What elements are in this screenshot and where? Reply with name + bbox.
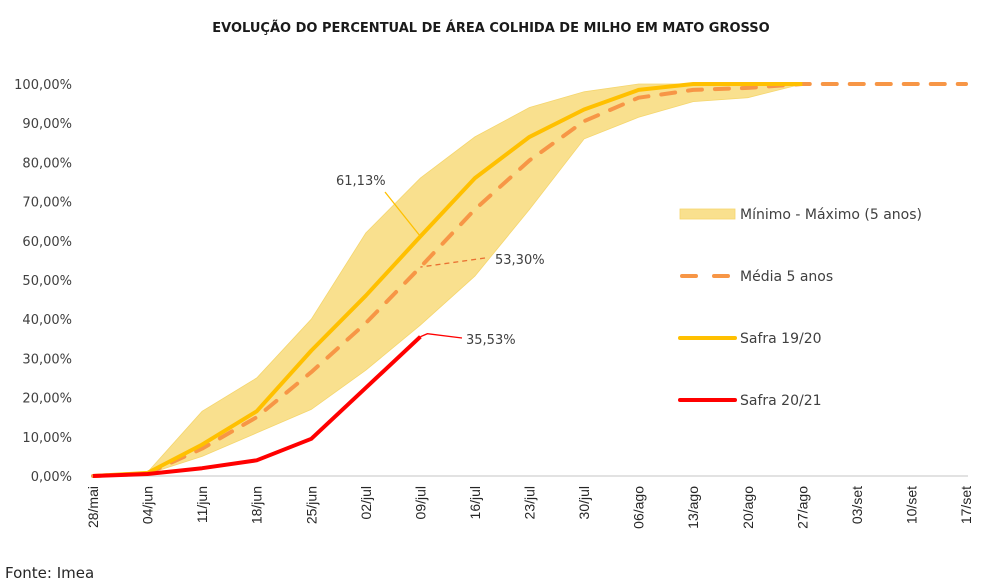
series-lines-layer	[91, 82, 968, 478]
min-max-band	[92, 83, 803, 477]
data-label-leader	[384, 191, 421, 237]
y-tick-label: 90,00%	[22, 117, 72, 132]
x-tick-label: 13/ago	[685, 486, 701, 529]
data-label-leader	[420, 257, 486, 268]
legend-label: Média 5 anos	[740, 269, 833, 285]
y-tick-label: 60,00%	[22, 235, 72, 250]
data-label-leader	[420, 333, 463, 339]
x-tick-label: 30/jul	[576, 486, 592, 519]
y-tick-label: 10,00%	[22, 431, 72, 446]
data-label: 53,30%	[495, 253, 545, 268]
legend-item: Média 5 anos	[680, 269, 833, 285]
x-axis: 28/mai 04/jun 11/jun 18/jun 25/jun 02/jul 09/j…	[85, 486, 974, 529]
y-tick-label: 0,00%	[31, 470, 72, 485]
x-tick-label: 28/mai	[85, 486, 101, 528]
x-tick-label: 16/jul	[467, 486, 483, 519]
x-tick-label: 11/jun	[194, 486, 210, 523]
x-tick-label: 06/ago	[631, 486, 647, 529]
data-labels: 61,13% 53,30% 35,53%	[336, 174, 545, 348]
legend-swatch	[679, 208, 736, 220]
legend-item: Mínimo - Máximo (5 anos)	[679, 207, 922, 223]
legend-label: Safra 19/20	[740, 331, 822, 347]
y-tick-label: 20,00%	[22, 392, 72, 407]
y-tick-label: 100,00%	[14, 78, 72, 93]
x-tick-label: 20/ago	[740, 486, 756, 529]
y-tick-label: 40,00%	[22, 313, 72, 328]
x-tick-label: 10/set	[903, 486, 919, 524]
x-tick-label: 23/jul	[522, 486, 538, 519]
y-tick-label: 30,00%	[22, 352, 72, 367]
legend: Mínimo - Máximo (5 anos) Média 5 anos Safr…	[678, 207, 922, 409]
x-tick-label: 27/ago	[794, 486, 810, 529]
data-label: 61,13%	[336, 174, 386, 189]
series-line-safra-19-20	[92, 82, 803, 478]
y-tick-label: 50,00%	[22, 274, 72, 289]
x-tick-label: 04/jun	[140, 486, 156, 524]
data-label: 35,53%	[466, 333, 516, 348]
x-tick-label: 25/jun	[303, 486, 319, 524]
x-tick-label: 03/set	[849, 486, 865, 524]
min-max-band-layer	[92, 83, 803, 477]
y-axis: 0,00% 10,00% 20,00% 30,00% 40,00% 50,00% 60,00…	[14, 78, 72, 485]
legend-label: Mínimo - Máximo (5 anos)	[740, 207, 922, 223]
x-tick-label: 02/jul	[358, 486, 374, 519]
x-tick-label: 18/jun	[249, 486, 265, 524]
source-note: Fonte: Imea	[5, 564, 94, 582]
legend-label: Safra 20/21	[740, 393, 822, 409]
x-tick-label: 09/jul	[412, 486, 428, 519]
x-tick-label: 17/set	[958, 486, 974, 524]
chart-title: EVOLUÇÃO DO PERCENTUAL DE ÁREA COLHIDA D…	[212, 20, 769, 36]
legend-item: Safra 19/20	[678, 331, 822, 347]
y-tick-label: 70,00%	[22, 196, 72, 211]
y-tick-label: 80,00%	[22, 156, 72, 171]
legend-item: Safra 20/21	[678, 393, 822, 409]
